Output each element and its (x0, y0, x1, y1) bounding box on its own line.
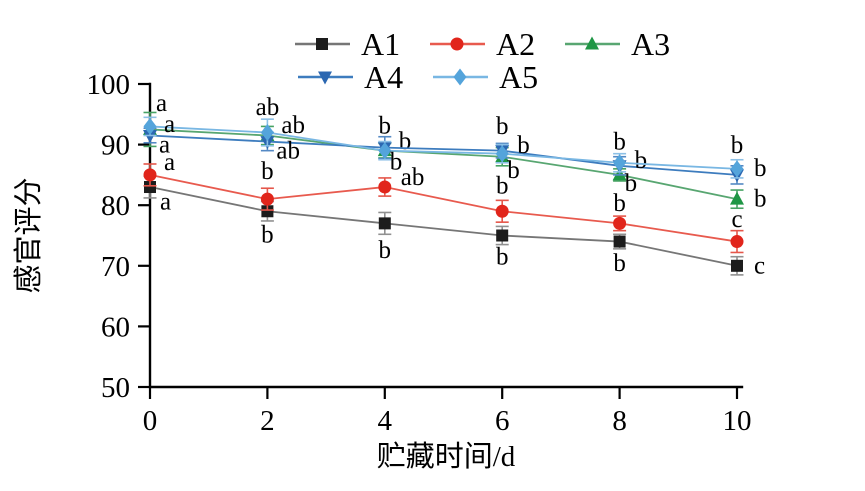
series-line-A4 (149, 134, 738, 176)
y-axis-tick-label: 70 (101, 251, 130, 283)
data-point-marker (730, 191, 744, 205)
series-line-A2 (149, 174, 738, 243)
significance-letter: b (496, 243, 509, 270)
data-point-marker (144, 181, 156, 194)
data-point-marker (730, 235, 744, 249)
data-point-marker (613, 216, 627, 230)
significance-letter: b (613, 128, 626, 155)
y-axis-tick-label: 50 (101, 372, 130, 404)
y-axis-tick-label: 80 (101, 190, 130, 222)
data-point-marker (731, 259, 743, 272)
legend-marker (318, 71, 332, 85)
series-line-A1 (149, 186, 738, 267)
significance-letter: b (261, 222, 274, 249)
x-axis-tick-label: 4 (378, 405, 393, 437)
significance-letter: ab (276, 137, 300, 164)
x-axis-tick-label: 2 (260, 405, 275, 437)
legend-label: A3 (631, 26, 670, 62)
legend-item-A3: A3 (565, 26, 670, 62)
significance-letter: b (635, 147, 648, 174)
legend-marker (316, 38, 328, 50)
legend: A1 A2 A3 A4 A5 (295, 26, 670, 95)
data-point-marker (378, 142, 392, 160)
significance-letter: a (164, 111, 175, 138)
data-point-marker (496, 229, 509, 242)
series-A4: a abb bb b (143, 113, 767, 185)
x-axis-tick-label: 8 (612, 405, 627, 437)
significance-letter: b (731, 132, 744, 159)
significance-letter: a (159, 131, 170, 158)
legend-item-A4: A4 (298, 59, 403, 95)
y-axis-tick-label: 90 (101, 130, 130, 162)
y-axis-tick-label: 60 (101, 311, 130, 343)
significance-letter: c (754, 253, 765, 280)
significance-letter: b (379, 113, 392, 140)
x-axis-tick-label: 0 (143, 405, 158, 437)
significance-letter: b (754, 185, 767, 212)
significance-letter: c (731, 206, 742, 233)
data-point-marker (495, 145, 509, 163)
data-point-marker (260, 123, 274, 141)
significance-letter: b (754, 155, 767, 182)
y-axis-tick-label: 100 (87, 69, 131, 101)
data-point-marker (613, 235, 626, 248)
significance-letter: b (507, 157, 520, 184)
legend-marker (585, 36, 599, 50)
significance-letter: b (613, 250, 626, 277)
data-point-marker (495, 204, 509, 218)
significance-letter: b (517, 132, 530, 159)
significance-letter: a (164, 149, 175, 176)
series-line-A5 (149, 125, 738, 170)
data-point-marker (730, 160, 744, 178)
y-axis-title: 感官评分 (12, 177, 45, 293)
x-axis-tick-label: 6 (495, 405, 510, 437)
series-line-A3 (149, 128, 738, 201)
legend-marker (453, 68, 467, 86)
significance-letter: b (496, 173, 509, 200)
data-point-marker (143, 117, 157, 135)
series-A1: abb b b c (143, 175, 765, 280)
x-axis-title: 贮藏时间/d (377, 440, 516, 473)
data-point-marker (143, 130, 157, 144)
data-point-marker (261, 205, 274, 218)
data-point-marker (613, 154, 627, 172)
legend-label: A4 (364, 59, 403, 95)
significance-letter: a (156, 90, 167, 117)
significance-letter: b (613, 190, 626, 217)
data-point-marker (378, 180, 392, 194)
legend-label: A1 (361, 26, 400, 62)
significance-letter: ab (281, 112, 305, 139)
legend-label: A2 (496, 26, 535, 62)
legend-label: A5 (499, 59, 538, 95)
x-axis-tick-label: 10 (723, 405, 752, 437)
series-A2: a b ab bbc (143, 149, 744, 254)
significance-letter: b (496, 113, 509, 140)
legend-item-A1: A1 (295, 26, 400, 62)
significance-letter: b (261, 158, 274, 185)
data-point-marker (378, 217, 391, 230)
legend-marker (450, 37, 464, 51)
legend-item-A2: A2 (430, 26, 535, 62)
significance-letter: b (390, 148, 403, 175)
significance-letter: ab (401, 164, 425, 191)
axis-spines (148, 82, 744, 389)
significance-letter: a (160, 188, 171, 215)
axes: 50 60 70 80 90 100 0 2 4 6 8 10 贮藏时间/d 感官评分 (12, 69, 752, 473)
data-point-marker (143, 168, 157, 182)
significance-letter: b (379, 237, 392, 264)
legend-item-A5: A5 (433, 59, 538, 95)
significance-letter: b (625, 170, 638, 197)
data-point-marker (260, 192, 274, 206)
significance-letter: ab (256, 94, 280, 121)
